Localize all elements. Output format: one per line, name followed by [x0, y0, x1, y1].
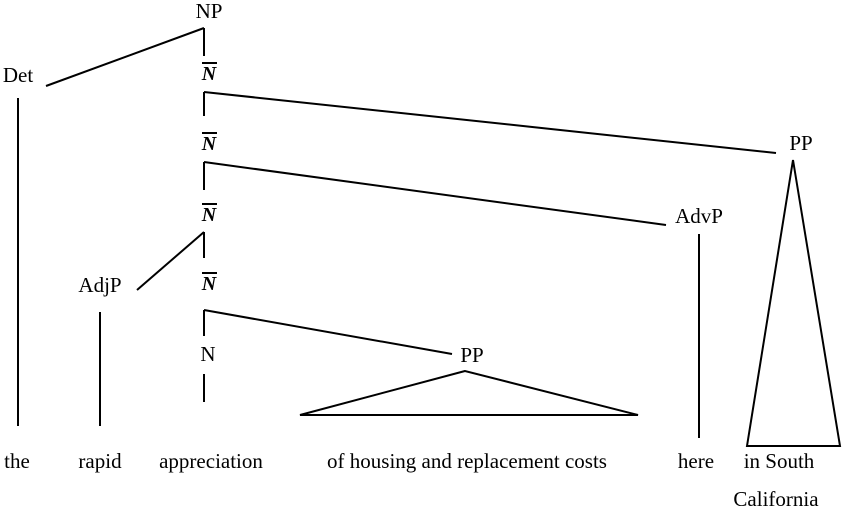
node-nbar-3: N [201, 203, 218, 226]
word-of-phrase: of housing and replacement costs [327, 449, 607, 473]
node-adjp: AdjP [78, 273, 121, 297]
edge-np-det [45, 27, 205, 87]
node-nbar-1: N [201, 62, 218, 85]
word-rapid: rapid [78, 449, 122, 473]
edge-nbar3-adjp [136, 231, 205, 291]
node-advp: AdvP [675, 204, 723, 228]
word-appreciation: appreciation [159, 449, 263, 473]
nbar-2-label: N [201, 133, 218, 155]
word-california: California [733, 487, 819, 511]
triangle-pp-inner [299, 369, 639, 416]
edge-nbar1-pp-outer [203, 91, 777, 154]
node-n: N [200, 342, 215, 366]
node-np-root: NP [196, 0, 223, 23]
word-here: here [678, 449, 714, 473]
word-the: the [4, 449, 30, 473]
word-in-south: in South [744, 449, 815, 473]
edge-nbar4-pp-inner [203, 309, 453, 355]
nbar-4-label: N [201, 273, 218, 295]
node-nbar-4: N [201, 272, 218, 295]
nbar-3-label: N [201, 204, 218, 226]
node-pp-inner: PP [460, 343, 483, 367]
nbar-1-label: N [201, 63, 218, 85]
node-pp-outer: PP [789, 131, 812, 155]
edge-nbar2-advp [203, 161, 667, 226]
node-det: Det [3, 63, 33, 87]
triangle-pp-outer [745, 159, 842, 447]
node-nbar-2: N [201, 132, 218, 155]
